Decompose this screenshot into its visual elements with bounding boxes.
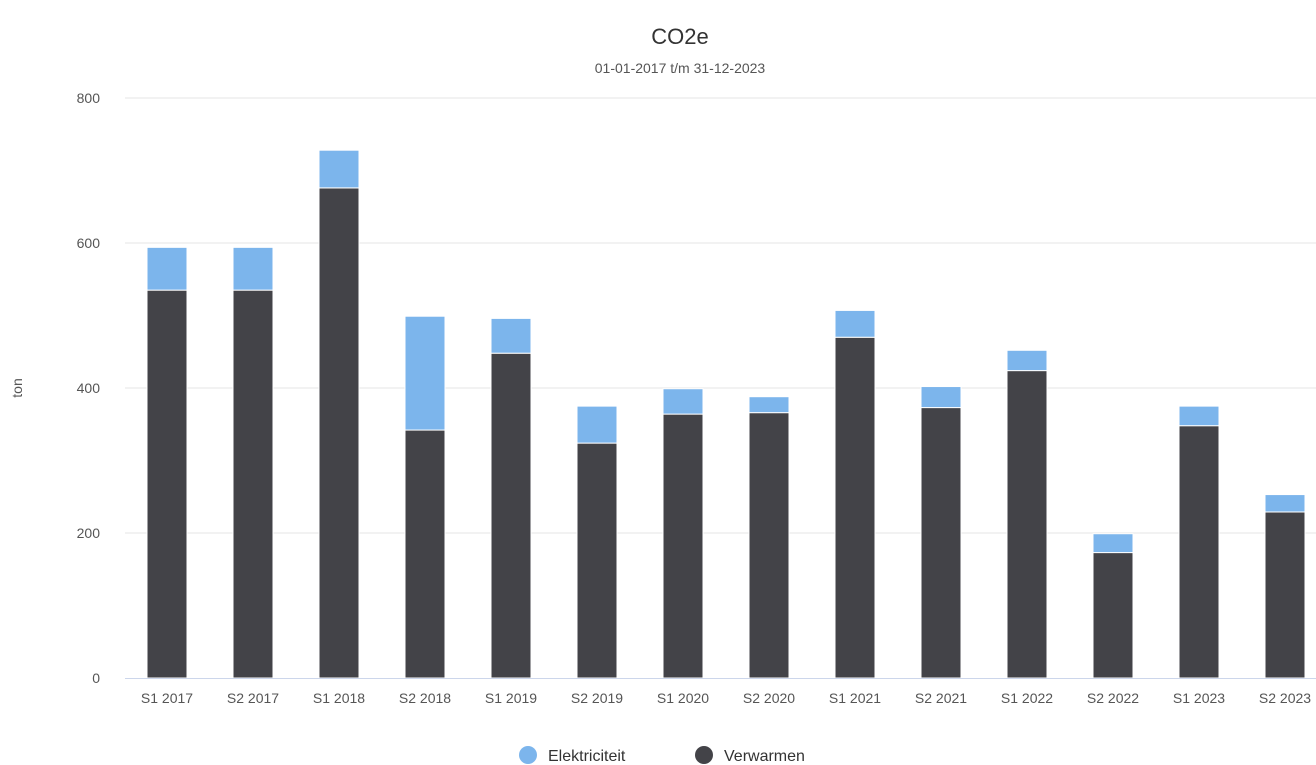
bar-verwarmen [834,336,876,679]
y-tick-label: 800 [77,90,101,106]
x-tick-label: S1 2021 [829,690,881,706]
bar-elektriciteit [834,309,876,338]
bar-elektriciteit [318,149,360,189]
x-tick-label: S2 2018 [399,690,451,706]
bar-elektriciteit [1006,349,1048,372]
x-tick-label: S2 2022 [1087,690,1139,706]
x-tick-label: S2 2020 [743,690,795,706]
bar-elektriciteit [490,317,532,354]
bar-elektriciteit [1264,494,1306,513]
legend-label-verwarmen: Verwarmen [724,748,805,765]
bar-verwarmen [662,413,704,679]
bar-verwarmen [1178,425,1220,679]
y-tick-label: 200 [77,525,101,541]
x-tick-label: S1 2022 [1001,690,1053,706]
bar-elektriciteit [146,246,188,291]
bar-elektriciteit [662,388,704,415]
x-tick-label: S1 2023 [1173,690,1225,706]
x-tick-label: S2 2017 [227,690,279,706]
bar-verwarmen [146,289,188,679]
y-axis-ticks: 0 200 400 600 800 [77,90,101,686]
y-tick-label: 600 [77,235,101,251]
bar-verwarmen [1264,511,1306,679]
x-axis-ticks: S1 2017 S2 2017 S1 2018 S2 2018 S1 2019 S2 20… [141,690,1311,706]
bar-elektriciteit [1178,405,1220,427]
grid-lines [125,97,1316,534]
legend-marker-elektriciteit [519,746,537,764]
bar-verwarmen [1006,370,1048,679]
chart-subtitle: 01-01-2017 t/m 31-12-2023 [595,60,766,76]
bar-verwarmen [748,412,790,679]
bar-verwarmen [232,289,274,679]
bar-elektriciteit [1092,533,1134,554]
y-axis-label: ton [9,378,25,397]
legend-marker-verwarmen [695,746,713,764]
bar-elektriciteit [404,315,446,431]
bar-elektriciteit [232,246,274,291]
bar-elektriciteit [576,405,618,444]
bar-verwarmen [318,187,360,679]
bar-elektriciteit [920,386,962,409]
x-tick-label: S2 2023 [1259,690,1311,706]
chart-title: CO2e [651,24,708,49]
x-tick-label: S1 2020 [657,690,709,706]
x-tick-label: S2 2019 [571,690,623,706]
x-tick-label: S2 2021 [915,690,967,706]
y-tick-label: 400 [77,380,101,396]
bar-verwarmen [404,429,446,679]
x-tick-label: S1 2017 [141,690,193,706]
bar-verwarmen [920,407,962,679]
x-tick-label: S1 2019 [485,690,537,706]
legend-label-elektriciteit: Elektriciteit [548,748,626,765]
x-tick-label: S1 2018 [313,690,365,706]
bar-elektriciteit [748,396,790,414]
bar-verwarmen [1092,552,1134,679]
bar-verwarmen [490,352,532,679]
bar-verwarmen [576,442,618,679]
y-tick-label: 0 [92,670,100,686]
bars [146,149,1306,679]
legend: Elektriciteit Verwarmen [519,746,805,765]
